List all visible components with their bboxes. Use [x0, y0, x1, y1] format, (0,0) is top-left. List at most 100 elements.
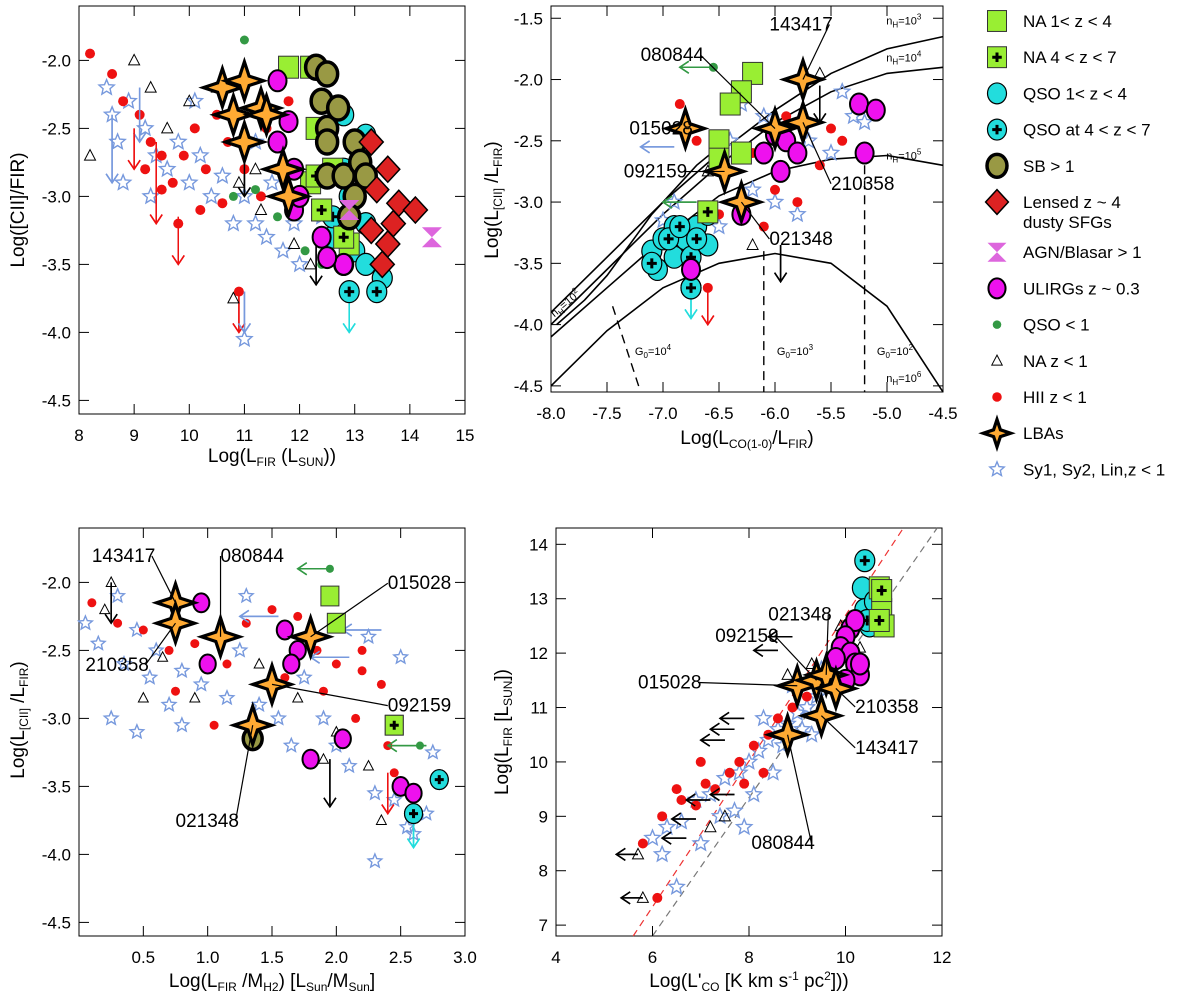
legend-label-na-lo: NA z < 1	[1023, 352, 1088, 371]
panel-d-hii-point	[801, 691, 812, 702]
panel-c-hii-point	[87, 598, 97, 608]
panel-c-hii-point	[171, 686, 180, 696]
legend-label-na-hi: NA 1< z < 4	[1023, 12, 1112, 31]
panel-b-xtick-label: -7.5	[592, 404, 621, 423]
panel-c-hii-point	[357, 666, 367, 676]
panel-c-sy-point	[282, 736, 300, 753]
panel-d-xlabel: Log(L'CO [K km s-1 pc2]))	[649, 969, 849, 994]
panel-d-axes: 4 6 8 10 12 7 8 9 10 11 12 13 14	[529, 528, 951, 967]
panel-c-hii-point	[222, 659, 232, 669]
panel-c-xtick-label: 1.5	[260, 948, 284, 967]
panel-d-left-limit-arrow	[718, 711, 745, 726]
panel-c-na-lo-point	[291, 691, 304, 703]
panel-a-lba-point	[220, 117, 269, 167]
panel-b-sy-point	[743, 179, 762, 198]
panel-c-left-limit-arrow	[296, 562, 330, 576]
panel-a-na-lo-point	[232, 175, 246, 188]
panel-b-qso-vhi-point	[641, 251, 663, 275]
panel-b-g0-label-1: G0=103	[777, 343, 814, 360]
panel-c-qso-vhi-point	[429, 769, 449, 791]
panel-c-xtick-label: 2.5	[389, 948, 413, 967]
panel-b-ytick-label: -1.5	[514, 9, 543, 28]
panel-a-lensed-point	[369, 250, 396, 279]
panel-a-agn-point	[421, 227, 442, 248]
panel-c-na-hi-point	[320, 585, 340, 607]
panel-a-na-lo-point	[287, 236, 301, 249]
panel-d-left-limit-arrow	[709, 787, 735, 802]
panel-d-sy-point	[725, 801, 744, 819]
panel-d-ytick-label: 10	[529, 753, 548, 772]
panel-c-hii-point	[113, 618, 123, 628]
panel-b-xtick-label: -4.5	[928, 404, 957, 423]
panel-b-frame	[550, 5, 944, 393]
panel-d-ulirg-point	[849, 652, 870, 676]
panel-c-sy-point	[385, 790, 403, 808]
panel-c-sy-point	[160, 695, 178, 713]
panel-a-upper-limit-arrow	[171, 216, 185, 266]
panel-b-ulirg-point	[753, 141, 774, 165]
panel-d-sy-point	[802, 724, 822, 743]
panel-d-hii-point	[739, 778, 750, 789]
panel-d-hii-point	[724, 767, 735, 778]
panel-d-sy-point	[754, 708, 773, 727]
panel-b-ylabel: Log(L[CII] /LFIR)	[482, 141, 505, 258]
panel-b-left-limit-arrow	[639, 140, 675, 154]
panel-c-hii-point	[280, 673, 290, 683]
panel-c-upper-limit-arrow	[104, 582, 118, 625]
panel-a-na-lo-point	[182, 94, 196, 107]
panel-c-hii-point	[389, 768, 399, 778]
panel-a-hii-point	[156, 150, 167, 161]
panel-b-ulirg-point	[770, 159, 791, 183]
panel-d-marks	[614, 549, 895, 905]
panel-b-model-label-0: nH=103	[886, 13, 922, 30]
panel-a-ytick-label: -2.5	[42, 119, 71, 138]
panel-d-hii-point	[657, 811, 668, 822]
panel-b-annotation-label: 080844	[641, 45, 705, 66]
panel-c-na-hi-point	[326, 612, 346, 634]
panel-a-upper-limit-arrow	[149, 142, 163, 225]
panel-d-na-lo-point	[781, 667, 794, 680]
panel-b-hii-point	[770, 184, 780, 195]
panel-c-left-limit-arrow	[309, 650, 350, 664]
panel-a-xtick-label: 11	[236, 426, 254, 445]
panel-c-lba-point	[228, 701, 277, 750]
panel-c-sy-point	[398, 818, 416, 835]
panel-a-upper-limit-arrow	[105, 114, 119, 185]
panel-c-xtick-label: 1.0	[196, 948, 220, 967]
panel-d-na-lo-point	[704, 820, 717, 833]
panel-a-lensed-point	[380, 209, 407, 238]
panel-d-sy-point	[691, 833, 711, 852]
panel-b-annotations: 143417 080844 015028 092159 210358 021348	[624, 15, 895, 250]
panel-c: 143417 080844 015028 210358 092159 021348 0.5…	[8, 527, 477, 994]
panel-c-ulirg-point	[198, 653, 217, 675]
panel-c-annotations: 143417 080844 015028 210358 092159 021348	[85, 546, 451, 832]
panel-d-ytick-label: 11	[530, 699, 548, 718]
panel-b-model-curve-2	[550, 154, 944, 338]
panel-b-sy-point	[821, 143, 841, 161]
panel-a-ytick-label: -2.0	[42, 51, 71, 70]
panel-a-lensed-point	[374, 155, 401, 184]
panel-a-hii-point	[189, 123, 200, 134]
panel-a-ulirg-point	[267, 69, 288, 93]
panel-d-hii-point	[652, 892, 663, 903]
panel-c-hii-point	[331, 659, 341, 669]
panel-d-annotation-label: 210358	[855, 697, 918, 718]
panel-c-annotation-leader	[144, 622, 176, 666]
legend-label-qso-vhi: QSO at 4 < z < 7	[1023, 121, 1151, 140]
panel-c-sy-point	[424, 743, 442, 760]
panel-d-ytick-label: 14	[529, 535, 548, 554]
legend-symbol-sy	[988, 459, 1006, 477]
panel-a-frame	[78, 5, 466, 415]
panel-c-hii-point	[164, 645, 174, 655]
panel-a-lba-point	[209, 90, 258, 139]
panel-b-left-limit-arrow	[661, 195, 697, 209]
panel-c-ylabel: Log(L[CII] /LFIR)	[8, 661, 31, 778]
panel-a-qso-lo-point	[300, 246, 310, 256]
panel-a-upper-limit-arrow	[232, 291, 246, 334]
panel-d-xtick-label: 6	[648, 948, 657, 967]
panel-c-na-lo-point	[105, 575, 117, 587]
panel-c-upper-limit-arrow	[323, 759, 337, 809]
panel-c-sy-point	[141, 668, 159, 685]
